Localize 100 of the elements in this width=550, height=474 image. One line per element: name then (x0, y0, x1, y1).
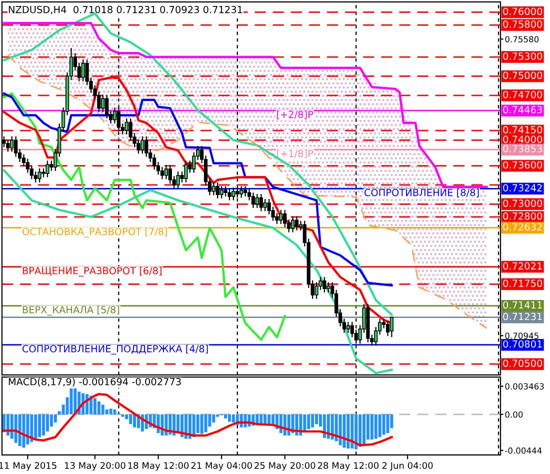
bar (2, 414, 6, 432)
bar (70, 388, 73, 414)
annotation: СОПРОТИВЛЕНИЕ [8/8] (364, 188, 479, 198)
bar (374, 414, 378, 439)
bar (299, 414, 302, 436)
bar (14, 414, 18, 443)
candlestick (244, 186, 248, 198)
bar (322, 414, 326, 438)
bar (311, 414, 314, 428)
candlestick (220, 186, 224, 199)
candlestick (140, 136, 144, 154)
bar (334, 414, 338, 442)
annotation: ВРАЩЕНИЕ_РАЗВОРОТ [6/8] (22, 266, 162, 276)
ref-line-label: 0.72632 (503, 223, 542, 231)
candlestick (346, 321, 350, 334)
candlestick (232, 186, 236, 201)
ref-line-label: 0.73242 (503, 184, 542, 192)
annotation: ВЕРХ_КАНАЛА [5/8] (22, 306, 120, 316)
bar (212, 414, 216, 423)
annotation: [+2/8]P (277, 110, 314, 120)
chart-title: MACD(8,17,9) -0.001694 -0.002773 (8, 378, 181, 386)
ref-line-label: 0.70801 (503, 340, 542, 348)
y-tick-label: 0.70945 (505, 332, 538, 339)
candlestick (263, 198, 267, 212)
bar (54, 414, 57, 423)
ref-line-label: 0.74700 (503, 90, 542, 98)
ref-line-label: 0.76000 (503, 8, 542, 16)
bar (370, 414, 374, 440)
x-tick-label: 25 May 20:00 (254, 462, 316, 471)
bar (109, 408, 112, 414)
candlestick (283, 209, 287, 228)
bar (382, 414, 386, 435)
bar (42, 414, 46, 436)
ref-line-label: 0.71750 (503, 280, 542, 287)
candlestick (164, 164, 168, 180)
candlestick (259, 193, 263, 212)
bar (30, 414, 34, 442)
bar (232, 414, 235, 423)
candlestick (112, 107, 117, 124)
candlestick (228, 188, 232, 201)
bar (34, 414, 38, 439)
bar (18, 414, 22, 446)
ref-line-label: 0.75300 (503, 52, 542, 60)
bar (97, 401, 100, 414)
candlestick (251, 192, 256, 209)
bar (188, 414, 192, 439)
ref-line-label: 0.73600 (503, 161, 542, 169)
ref-line-label: 0.73853 (503, 145, 542, 152)
x-tick-label: 13 May 20:00 (64, 462, 126, 471)
candlestick (34, 170, 38, 183)
candlestick (10, 136, 14, 152)
ref-line-label: 0.71411 (503, 301, 542, 309)
bar (129, 414, 132, 424)
bar (38, 414, 42, 438)
ref-line-label: 0.72021 (503, 262, 542, 270)
candlestick (279, 209, 283, 225)
bar (26, 414, 30, 444)
chart-title: NZDUSD,H4 0.71018 0.71231 0.70923 0.71231 (8, 6, 242, 14)
candlestick (240, 186, 244, 198)
ref-line-label: 0.75000 (503, 72, 542, 80)
bar (366, 414, 370, 440)
bar (362, 414, 366, 444)
candlestick (386, 320, 390, 337)
bar (303, 414, 306, 432)
x-tick-label: 21 May 04:00 (191, 462, 252, 471)
bar (93, 398, 96, 414)
bar (260, 414, 263, 424)
candlestick (81, 59, 85, 82)
bar (358, 414, 362, 447)
annotation: [+1/8]P (277, 150, 314, 158)
ref-line-label: 0.75800 (503, 20, 542, 28)
bar (121, 414, 124, 417)
bar (350, 414, 354, 448)
annotation: СОПРОТИВЛЕНИЕ_ПОДДЕРЖКА [4/8] (22, 344, 208, 355)
bar (74, 388, 77, 414)
bar (6, 414, 10, 436)
bar (133, 414, 136, 428)
candlestick (46, 160, 50, 178)
bar (192, 414, 196, 438)
bar (200, 414, 204, 434)
candlestick (212, 182, 216, 196)
x-tick-label: 18 May 12:00 (128, 462, 189, 471)
candlestick (374, 326, 378, 346)
candlestick (290, 216, 295, 233)
y-tick-label: 0.75580 (505, 36, 539, 42)
y-tick-label: 0.003463 (505, 383, 544, 390)
bar (184, 414, 188, 439)
ref-line-label: 0.74000 (503, 136, 542, 144)
line-series (2, 392, 393, 446)
ref-line-label: 0.74463 (503, 106, 542, 114)
x-tick-label: 2 Jun 04:00 (382, 462, 433, 471)
bar (315, 414, 318, 424)
y-tick-label: 0.00 (505, 411, 523, 418)
bar (228, 414, 231, 422)
bar (176, 414, 180, 434)
candlestick (390, 316, 394, 338)
candlestick (294, 216, 299, 231)
ref-line-label: 0.72800 (503, 212, 542, 220)
bar (346, 414, 350, 448)
x-tick-label: 28 May 12:00 (318, 462, 379, 471)
